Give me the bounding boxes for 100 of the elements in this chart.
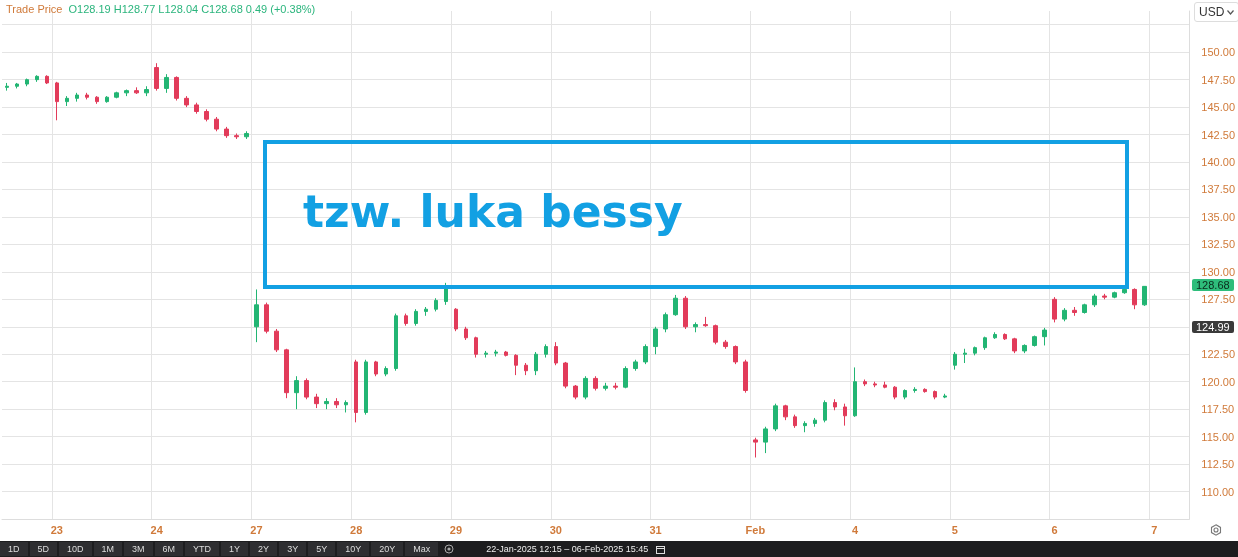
text: 124.99 (1192, 321, 1234, 333)
candlestick (773, 403, 778, 432)
candlestick (484, 350, 488, 359)
y-tick-label: 150.00 (1201, 46, 1236, 59)
candlestick (5, 82, 9, 92)
candlestick (633, 359, 638, 372)
candlestick (1022, 343, 1027, 354)
candlestick (1052, 296, 1057, 323)
y-tick-label: 142.50 (1201, 128, 1236, 141)
candlestick (55, 81, 59, 121)
candlestick (114, 91, 119, 99)
y-tick-label: 145.00 (1201, 101, 1236, 114)
chart-subtitle: O128.19 H128.77 L128.04 C128.68 0.49 (+0.38%) (68, 3, 316, 15)
candlestick (334, 397, 339, 409)
text: 1M (93, 542, 123, 556)
candlestick (324, 397, 329, 410)
x-tick-label: 7 (1151, 523, 1158, 536)
x-tick-label: 6 (1051, 523, 1058, 536)
candlestick (753, 437, 758, 458)
candlestick (65, 95, 69, 107)
candlestick (823, 399, 827, 423)
candlestick (544, 343, 548, 359)
candlestick (344, 399, 348, 413)
candlestick (763, 426, 768, 454)
candlestick (883, 381, 887, 389)
text: 128.68 (1192, 279, 1234, 291)
candlestick (583, 375, 588, 400)
y-tick-label: 117.50 (1201, 403, 1235, 416)
candlestick (663, 312, 668, 333)
x-tick-label: Feb (745, 523, 766, 536)
candlestick (314, 393, 319, 409)
x-tick-label: 23 (50, 523, 63, 536)
candlestick (354, 359, 358, 423)
candlestick (494, 349, 498, 357)
candlestick (983, 336, 987, 351)
text: 5Y (308, 542, 336, 556)
candlestick (593, 375, 598, 391)
text: 10Y (337, 542, 370, 556)
y-tick-label: 120.00 (1201, 375, 1236, 388)
candlestick (414, 308, 418, 327)
candlestick (653, 326, 658, 355)
x-tick-label: 31 (649, 523, 662, 536)
candlestick (144, 85, 149, 97)
candlestick (204, 108, 209, 122)
candlestick (124, 89, 129, 97)
candlestick (943, 393, 947, 399)
candlestick (893, 385, 897, 400)
candlestick (713, 324, 718, 345)
candlestick (194, 102, 199, 115)
candlestick (833, 398, 837, 411)
y-tick-label: 112.50 (1201, 458, 1235, 471)
text: 3M (124, 542, 153, 556)
candlestick (35, 74, 39, 83)
candlestick (254, 288, 259, 343)
y-tick-label: 137.50 (1201, 183, 1236, 196)
text: 2Y (250, 542, 278, 556)
candlestick (933, 389, 937, 400)
candlestick (743, 359, 748, 394)
candlestick (1032, 335, 1037, 348)
y-tick-label: 135.00 (1201, 210, 1236, 223)
candlestick (573, 384, 578, 400)
candlestick (793, 414, 797, 429)
y-tick-label: 115.00 (1201, 430, 1235, 443)
candlestick (673, 294, 678, 317)
candlestick (394, 313, 398, 372)
x-tick-label: 28 (350, 523, 363, 536)
candlestick (623, 365, 628, 389)
candlestick (1012, 337, 1017, 354)
candlestick (95, 95, 99, 105)
candlestick (1072, 306, 1077, 317)
candlestick (913, 386, 917, 394)
y-tick-label: 127.50 (1201, 293, 1236, 306)
x-tick-label: 5 (951, 523, 958, 536)
candlestick (524, 362, 528, 376)
candlestick (424, 306, 428, 317)
candlestick (1092, 293, 1097, 308)
y-tick-label: 132.50 (1201, 238, 1236, 251)
y-tick-label: 140.00 (1201, 156, 1236, 169)
candlestick (504, 350, 508, 357)
candlestick (563, 361, 568, 389)
x-tick-label: 24 (150, 523, 164, 536)
candlestick (214, 116, 219, 132)
annotation: tzw. luka bessy (303, 186, 683, 237)
y-tick-label: 122.50 (1201, 348, 1236, 361)
candlestick (274, 328, 279, 353)
candlestick (613, 382, 618, 390)
text: 10D (59, 542, 92, 556)
candlestick (304, 377, 309, 400)
candlestick (973, 346, 977, 356)
candlestick (384, 365, 388, 377)
text: 6M (154, 542, 184, 556)
candlestick (464, 326, 468, 341)
candlestick (554, 341, 558, 366)
candlestick (1003, 332, 1007, 341)
text: 20Y (371, 542, 404, 556)
x-tick-label: 29 (449, 523, 463, 536)
candlestick (693, 321, 698, 333)
candlestick (963, 348, 967, 364)
candlestick (1122, 287, 1127, 295)
candlestick (863, 379, 867, 387)
